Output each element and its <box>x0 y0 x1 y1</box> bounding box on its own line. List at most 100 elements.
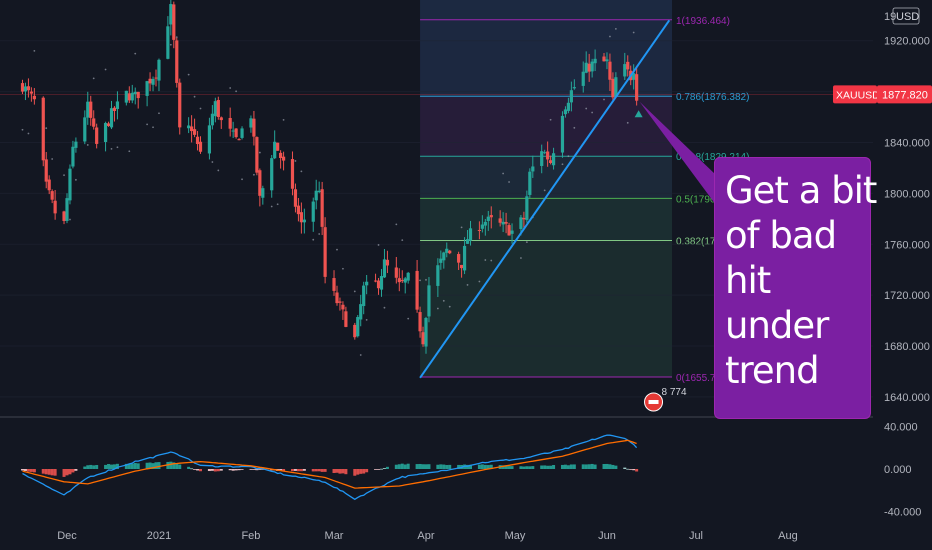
candle-body <box>296 205 301 215</box>
candle-body <box>323 227 327 277</box>
candle-body <box>234 128 238 138</box>
candle-body <box>605 59 609 62</box>
candle-body <box>365 281 369 286</box>
candle-body <box>281 156 286 161</box>
macd-histogram-bar <box>112 464 116 469</box>
macd-histogram-bar <box>356 469 360 475</box>
psar-dot <box>193 95 196 98</box>
price-tick-label: 1920.000 <box>884 36 930 48</box>
psar-dot <box>549 118 552 121</box>
time-tick-label: Mar <box>325 530 344 542</box>
candle-body <box>560 115 565 153</box>
macd-histogram-bar <box>365 469 369 473</box>
macd-histogram-bar <box>525 466 529 469</box>
candle-body <box>261 188 265 198</box>
candle-body <box>47 179 51 191</box>
psar-dot <box>27 132 30 135</box>
macd-histogram-bar <box>614 465 618 469</box>
macd-histogram-bar <box>608 464 612 469</box>
candle-body <box>448 250 452 254</box>
macd-histogram-bar <box>584 464 588 469</box>
macd-histogram-bar <box>154 462 158 469</box>
psar-dot <box>419 279 421 282</box>
macd-histogram-bar <box>581 464 585 469</box>
macd-histogram-bar <box>89 464 93 469</box>
macd-histogram-bar <box>623 467 627 469</box>
macd-histogram-bar <box>560 464 564 469</box>
macd-histogram-bar <box>237 469 241 471</box>
candle-body <box>136 91 140 99</box>
price-tick-label: 1720.000 <box>884 290 930 302</box>
candle-body <box>549 160 553 163</box>
candle-body <box>489 215 493 218</box>
annotation-line: Get a bit <box>725 169 877 212</box>
candle-body <box>632 73 636 80</box>
symbol-tag <box>833 85 877 104</box>
candle-body <box>540 151 544 166</box>
candle-body <box>169 4 173 25</box>
candle-body <box>258 170 262 196</box>
psar-dot <box>543 189 546 192</box>
macd-histogram-bar <box>136 463 140 469</box>
macd-histogram-bar <box>151 463 155 469</box>
price-tick-label: 1840.000 <box>884 137 930 149</box>
macd-histogram-bar <box>448 464 452 469</box>
fibonacci-retracement: 1(1936.464) 0.786(1876.382) 0.618(1829.214… <box>0 0 873 384</box>
macd-histogram-bar <box>421 464 425 469</box>
macd-histogram-bar <box>157 462 161 469</box>
candle-body <box>192 129 197 135</box>
macd-histogram-bar <box>611 464 615 469</box>
psar-dot <box>199 107 202 110</box>
drawings: 8 774 <box>419 19 716 412</box>
candle-body <box>249 118 253 128</box>
candle-body <box>62 211 66 221</box>
candle-body <box>504 221 508 224</box>
candle-body <box>403 278 407 283</box>
psar-dot <box>395 223 398 226</box>
candle-body <box>421 332 425 345</box>
candle-body <box>362 285 366 307</box>
psar-dot <box>152 126 154 129</box>
macd-histogram-bar <box>175 463 179 469</box>
macd-histogram-bar <box>32 469 36 473</box>
psar-dot <box>21 128 24 131</box>
candle-body <box>572 87 576 89</box>
last-price-label: 1877.820 <box>882 89 928 101</box>
candle-body <box>228 117 232 129</box>
macd-histogram-bar <box>23 469 27 471</box>
candle-body <box>26 86 31 91</box>
candle-body <box>279 152 283 159</box>
candle-body <box>424 317 428 347</box>
psar-dot <box>158 112 160 115</box>
candle-body <box>635 74 639 101</box>
macd-histogram-bar <box>385 466 389 469</box>
candle-body <box>314 190 318 201</box>
psar-dot <box>614 27 617 30</box>
currency-label: USD <box>896 11 919 23</box>
macd-histogram-bar <box>552 465 556 469</box>
psar-dot <box>235 90 238 93</box>
macd-histogram-bar <box>540 465 544 469</box>
macd-histogram-bar <box>196 469 200 471</box>
psar-dot <box>294 160 297 162</box>
annotation-callout[interactable]: Get a bit of bad hit under trend <box>714 157 877 419</box>
macd-histogram-bar <box>216 469 220 472</box>
macd-histogram-bar <box>86 465 90 469</box>
candle-body <box>273 141 277 159</box>
macd-histogram-bar <box>148 462 152 469</box>
time-tick-label: Apr <box>417 530 434 542</box>
candle-body <box>210 113 214 126</box>
macd-histogram-bar <box>531 466 535 469</box>
macd-histogram-bar <box>62 469 66 477</box>
macd-histogram-bar <box>332 469 336 473</box>
macd-histogram-bar <box>549 465 553 469</box>
candle-body <box>103 122 108 143</box>
price-tick-label: 1680.000 <box>884 341 930 353</box>
candle-body <box>531 166 535 172</box>
candle-body <box>112 107 117 111</box>
candle-body <box>145 81 149 96</box>
candle-body <box>477 229 481 231</box>
candle-body <box>68 168 72 201</box>
candle-body <box>148 78 152 84</box>
macd-histogram-bar <box>341 469 345 474</box>
